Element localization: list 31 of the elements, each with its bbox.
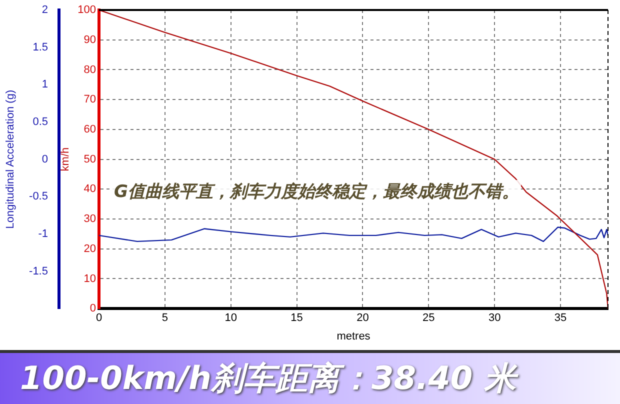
y-tick-label: 70	[84, 94, 96, 106]
y-axis-title: km/h	[60, 147, 72, 172]
y2-tick-label: 1	[42, 78, 48, 91]
y-tick-label: 80	[84, 64, 96, 76]
y2-axis-title: Longitudinal Acceleration (g)	[4, 90, 17, 229]
text: 100-0km/h刹车距离：38.40 米	[0, 350, 620, 404]
annotation: G值曲线平直，刹车力度始终稳定，最终成绩也不错。	[112, 180, 521, 203]
y-tick-label: 90	[84, 34, 96, 46]
x-tick-label: 15	[290, 312, 303, 324]
x-tick-label: 20	[356, 312, 369, 324]
y-tick-label: 20	[84, 242, 96, 255]
x-tick-label: 25	[422, 312, 435, 324]
y2-tick-label: -0.5	[29, 190, 48, 203]
y-tick-label: 0	[90, 302, 96, 315]
y2-tick-label: 1.5	[32, 41, 48, 54]
y-tick-label: 60	[84, 123, 96, 136]
y2-tick-label: 2	[42, 4, 48, 16]
y-tick-label: 40	[84, 183, 96, 196]
x-tick-label: 5	[162, 312, 168, 324]
y-tick-label: 50	[84, 153, 96, 166]
x-axis-title: metres	[336, 330, 371, 342]
y2-tick-label: 0	[42, 153, 48, 166]
y2-tick-label: -1.5	[29, 265, 48, 278]
x-tick-label: 10	[224, 312, 237, 324]
y2-tick-label: 0.5	[32, 116, 48, 128]
y-tick-label: 10	[84, 272, 96, 285]
y2-tick-label: -1	[38, 228, 48, 240]
x-tick-label: 35	[554, 312, 567, 324]
x-tick-label: 30	[488, 312, 501, 324]
y-tick-label: 30	[84, 213, 96, 226]
y-tick-label: 100	[78, 4, 96, 16]
